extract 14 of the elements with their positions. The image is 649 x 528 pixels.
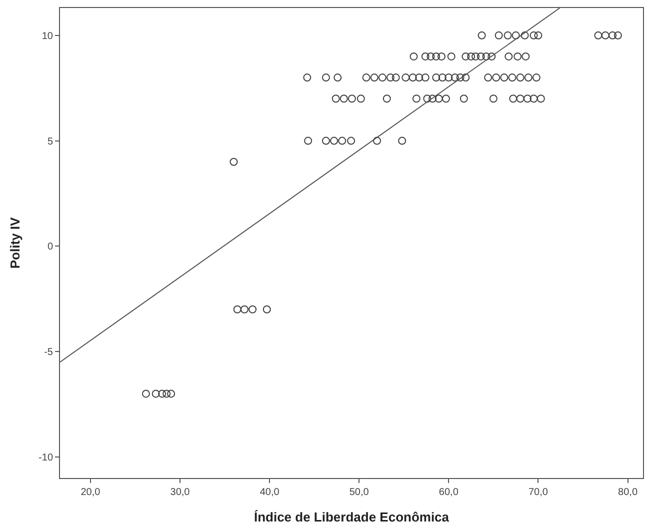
x-tick-label: 40,0 xyxy=(260,487,280,498)
x-tick-label: 50,0 xyxy=(349,487,370,498)
x-tick-label: 80,0 xyxy=(618,487,638,498)
y-tick-label: 10 xyxy=(42,30,54,42)
x-tick-label: 30,0 xyxy=(170,487,190,498)
y-tick-label: -10 xyxy=(38,452,54,464)
y-tick-label: 5 xyxy=(47,136,54,148)
y-tick-label: -5 xyxy=(44,347,54,358)
x-tick-label: 60,0 xyxy=(438,487,459,498)
x-axis-title: Índice de Liberdade Econômica xyxy=(254,510,450,525)
y-axis-title: Polity IV xyxy=(7,217,22,269)
x-tick-label: 20,0 xyxy=(80,487,101,498)
y-tick-label: 0 xyxy=(47,242,54,253)
x-tick-label: 70,0 xyxy=(528,487,548,498)
